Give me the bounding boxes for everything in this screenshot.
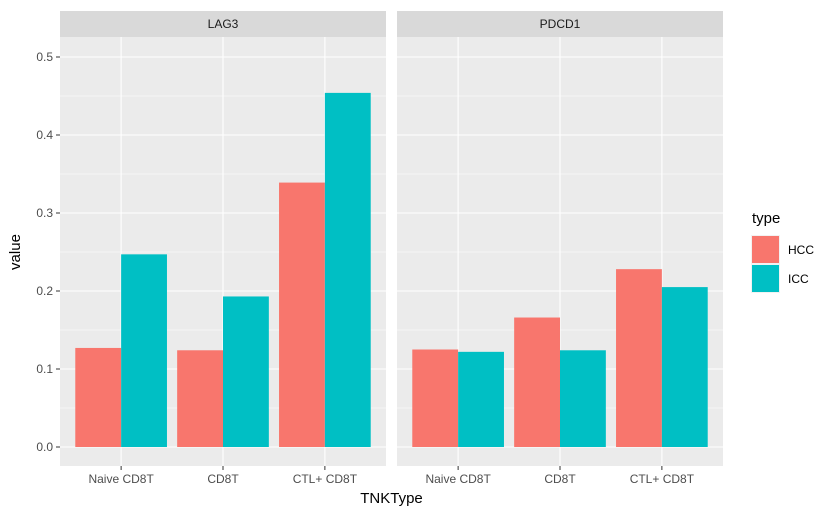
bar-pdcd1-icc-0 [458,351,504,447]
bar-lag3-icc-0 [121,254,167,447]
y-tick-label: 0.3 [36,206,53,220]
x-tick-label: Naive CD8T [88,472,154,486]
x-tick-label: CD8T [207,472,239,486]
y-tick-label: 0.1 [36,362,53,376]
bar-pdcd1-hcc-2 [616,269,662,447]
legend-swatch-icc [752,265,779,292]
legend-title: type [752,210,780,227]
legend-label: HCC [788,243,814,257]
y-tick-label: 0.4 [36,128,53,142]
bar-lag3-hcc-1 [177,350,223,447]
y-tick-label: 0.2 [36,284,53,298]
bar-lag3-hcc-0 [75,347,122,447]
x-tick-label: CTL+ CD8T [630,472,695,486]
bar-lag3-hcc-2 [279,182,325,447]
facet-label: PDCD1 [540,17,581,31]
x-tick-label: CTL+ CD8T [293,472,358,486]
facet-label: LAG3 [208,17,239,31]
y-tick-label: 0.0 [36,440,53,454]
bar-pdcd1-icc-2 [661,287,708,447]
legend-swatch-hcc [752,236,779,263]
bar-pdcd1-hcc-0 [412,349,459,447]
x-axis-title: TNKType [360,490,423,507]
bar-lag3-icc-2 [324,92,371,447]
y-axis-title: value [7,234,24,270]
bar-pdcd1-hcc-1 [514,317,560,447]
facet-strip-pdcd1 [397,11,723,37]
x-tick-label: Naive CD8T [425,472,491,486]
legend-label: ICC [788,272,809,286]
facet-strip-lag3 [60,11,386,37]
bar-pdcd1-icc-1 [560,350,606,447]
x-tick-label: CD8T [544,472,576,486]
y-tick-label: 0.5 [36,50,53,64]
bar-lag3-icc-1 [223,296,269,447]
